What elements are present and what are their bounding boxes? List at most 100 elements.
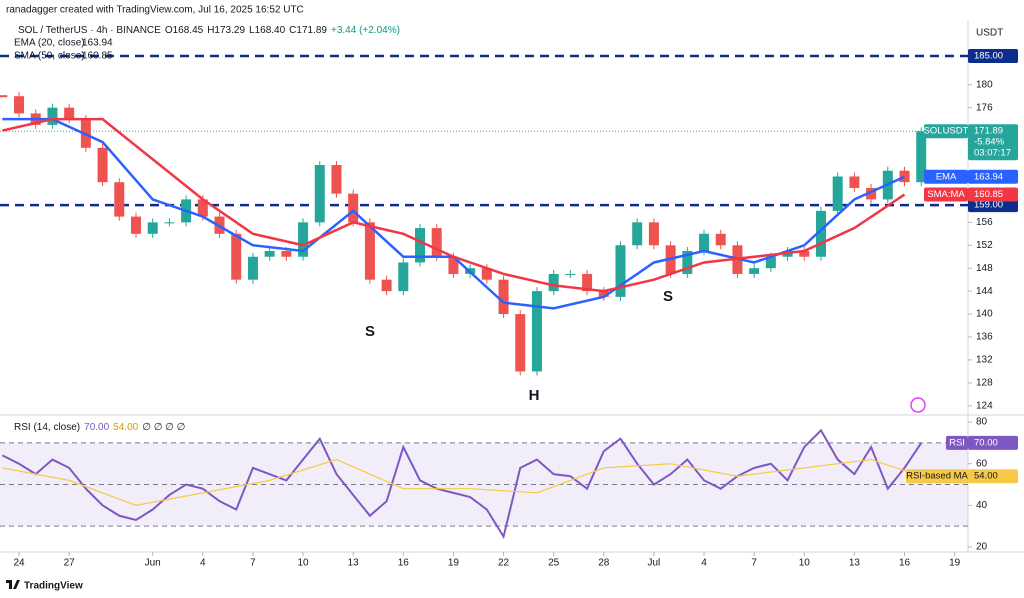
candle [97, 147, 108, 183]
candle [331, 165, 342, 194]
ohlc-low: L168.40 [249, 25, 286, 36]
ma-legend-value: 160.85 [82, 51, 113, 62]
candle [498, 279, 509, 315]
candle [849, 176, 860, 188]
candle [298, 222, 309, 257]
y-tick-label: 40 [976, 500, 988, 511]
price-value-tag [968, 124, 1018, 161]
ma-name-tag [924, 169, 968, 184]
rsi-line [2, 458, 922, 506]
rsi-value-tag [968, 435, 1018, 450]
candle [415, 228, 426, 263]
candle [197, 199, 208, 217]
y-tick-label: 136 [976, 332, 993, 343]
y-tick-label: 144 [976, 286, 993, 297]
candle [114, 182, 125, 217]
candle [314, 165, 325, 223]
y-tick-label: 140 [976, 309, 993, 320]
candle [899, 170, 910, 183]
ma-legend: SMA (50, close) [14, 51, 85, 62]
y-tick-label: 132 [976, 355, 993, 366]
rsi-line [1, 428, 923, 540]
candle [682, 251, 693, 274]
y-tick-label: 124 [976, 400, 993, 411]
rsi-legend: RSI (14, close) 70.00 54.00 ∅ ∅ ∅ ∅ [14, 422, 185, 433]
candle [247, 256, 258, 280]
y-tick-label: 80 [976, 417, 988, 428]
x-tick-label: 4 [200, 558, 206, 569]
candle [615, 245, 626, 297]
pattern-label: S [663, 288, 673, 305]
level-tag [968, 198, 1018, 213]
x-tick-label: 7 [250, 558, 256, 569]
candle [147, 222, 158, 234]
ma-line [2, 117, 906, 293]
candle [264, 251, 275, 257]
candle [715, 233, 726, 246]
candle [815, 210, 826, 257]
pattern-label: H [529, 387, 540, 404]
y-tick-label: 20 [976, 542, 988, 553]
candle [699, 233, 710, 252]
alert-icon [910, 397, 926, 413]
price-change-label: -5.84% [974, 137, 1005, 148]
ma-value-tag-label: 160.85 [974, 189, 1003, 200]
candle [14, 96, 25, 114]
ohlc-high: H173.29 [207, 25, 245, 36]
candle [64, 107, 75, 120]
candle [799, 251, 810, 257]
candle [515, 314, 526, 372]
rsi-title: RSI (14, close) [14, 422, 80, 433]
candle [231, 233, 242, 280]
ma-value-tag [968, 169, 1018, 184]
candle [381, 279, 392, 292]
ma-name-tag-label: EMA [936, 171, 957, 182]
price-symbol-label: SOLUSDT [924, 126, 969, 137]
logo-icon [6, 580, 20, 589]
candle [481, 268, 492, 280]
symbol-line: SOL / TetherUS · 4h · BINANCE O168.45 H173… [18, 25, 400, 36]
candle [866, 187, 877, 200]
ma-name-tag [924, 187, 968, 202]
x-tick-label: 19 [949, 558, 961, 569]
y-tick-label: 156 [976, 217, 993, 228]
rsi-name-tag [946, 435, 968, 450]
x-tick-label: 7 [751, 558, 757, 569]
x-tick-label: 22 [498, 558, 510, 569]
ohlc-symbol: SOL / TetherUS · 4h · BINANCE [18, 25, 161, 36]
candle [749, 268, 760, 274]
candle [832, 176, 843, 211]
candle [632, 222, 643, 246]
candle [916, 131, 927, 183]
candle [348, 193, 359, 223]
x-tick-label: 24 [13, 558, 25, 569]
rsi-legend-value: 70.00 [84, 422, 109, 433]
ma-legend-value: 163.94 [82, 38, 113, 49]
rsi-name-tag-label: RSI-based MA [906, 471, 968, 482]
level-tag [968, 49, 1018, 64]
x-tick-label: 19 [448, 558, 460, 569]
candle [648, 222, 659, 246]
x-tick-label: 13 [348, 558, 360, 569]
logo: TradingView [24, 581, 83, 592]
x-tick-label: 16 [398, 558, 410, 569]
x-tick-label: 4 [701, 558, 707, 569]
candle [548, 273, 559, 292]
rsi-legend-extra: ∅ ∅ ∅ ∅ [142, 422, 185, 433]
candle [364, 222, 375, 280]
candle [130, 216, 141, 234]
ma-name-tag-label: SMA:MA [927, 189, 965, 200]
y-tick-label: 148 [976, 263, 993, 274]
level-tag-label: 185.00 [974, 51, 1003, 62]
x-tick-label: 13 [849, 558, 861, 569]
x-tick-label: 25 [548, 558, 560, 569]
y-tick-label: 152 [976, 240, 993, 251]
credit: ranadagger created with TradingView.com,… [6, 5, 304, 16]
rsi-ma-legend-value: 54.00 [113, 422, 138, 433]
candle [164, 222, 175, 224]
ma-value-tag [968, 187, 1018, 202]
ohlc-open: O168.45 [165, 25, 204, 36]
y-tick-label: 60 [976, 458, 988, 469]
y-tick-label: 180 [976, 79, 993, 90]
